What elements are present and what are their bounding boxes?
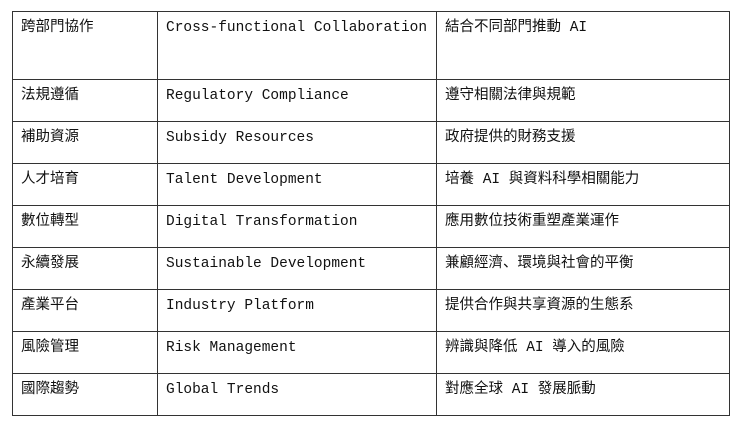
term-english: Regulatory Compliance [157,79,437,122]
term-chinese: 補助資源 [12,121,158,164]
term-chinese: 風險管理 [12,331,158,374]
term-chinese: 國際趨勢 [12,373,158,416]
table-row: 國際趨勢 Global Trends 對應全球 AI 發展脈動 [12,373,730,416]
term-description: 遵守相關法律與規範 [436,79,730,122]
table-row: 跨部門協作 Cross-functional Collaboration 結合不同部… [12,11,730,80]
term-english: Risk Management [157,331,437,374]
table-row: 補助資源 Subsidy Resources 政府提供的財務支援 [12,121,730,164]
term-description: 兼顧經濟、環境與社會的平衡 [436,247,730,290]
table-row: 數位轉型 Digital Transformation 應用數位技術重塑產業運作 [12,205,730,248]
term-description: 政府提供的財務支援 [436,121,730,164]
table-row: 產業平台 Industry Platform 提供合作與共享資源的生態系 [12,289,730,332]
table-row: 風險管理 Risk Management 辨識與降低 AI 導入的風險 [12,331,730,374]
table-row: 人才培育 Talent Development 培養 AI 與資料科學相關能力 [12,163,730,206]
term-chinese: 數位轉型 [12,205,158,248]
term-english: Industry Platform [157,289,437,332]
term-description: 對應全球 AI 發展脈動 [436,373,730,416]
term-english: Sustainable Development [157,247,437,290]
term-english: Subsidy Resources [157,121,437,164]
term-chinese: 跨部門協作 [12,11,158,80]
term-description: 結合不同部門推動 AI [436,11,730,80]
term-description: 培養 AI 與資料科學相關能力 [436,163,730,206]
term-description: 提供合作與共享資源的生態系 [436,289,730,332]
term-english: Talent Development [157,163,437,206]
term-description: 應用數位技術重塑產業運作 [436,205,730,248]
table-row: 永續發展 Sustainable Development 兼顧經濟、環境與社會的平衡 [12,247,730,290]
term-chinese: 人才培育 [12,163,158,206]
terms-table: 跨部門協作 Cross-functional Collaboration 結合不同部… [12,11,730,416]
term-chinese: 法規遵循 [12,79,158,122]
term-chinese: 永續發展 [12,247,158,290]
term-description: 辨識與降低 AI 導入的風險 [436,331,730,374]
term-english: Global Trends [157,373,437,416]
term-english: Digital Transformation [157,205,437,248]
term-chinese: 產業平台 [12,289,158,332]
term-english: Cross-functional Collaboration [157,11,437,80]
table-row: 法規遵循 Regulatory Compliance 遵守相關法律與規範 [12,79,730,122]
